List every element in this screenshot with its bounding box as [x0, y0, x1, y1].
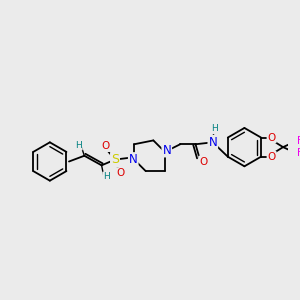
Text: O: O [267, 152, 276, 162]
Text: O: O [199, 157, 207, 166]
Text: F: F [297, 148, 300, 158]
Text: N: N [162, 143, 171, 157]
Text: O: O [267, 133, 276, 142]
Text: N: N [208, 136, 217, 149]
Text: O: O [101, 141, 110, 151]
Text: F: F [297, 136, 300, 146]
Text: N: N [129, 153, 138, 166]
Text: O: O [117, 168, 125, 178]
Text: S: S [111, 153, 119, 166]
Text: H: H [103, 172, 110, 181]
Text: H: H [211, 124, 218, 134]
Text: H: H [75, 141, 82, 150]
